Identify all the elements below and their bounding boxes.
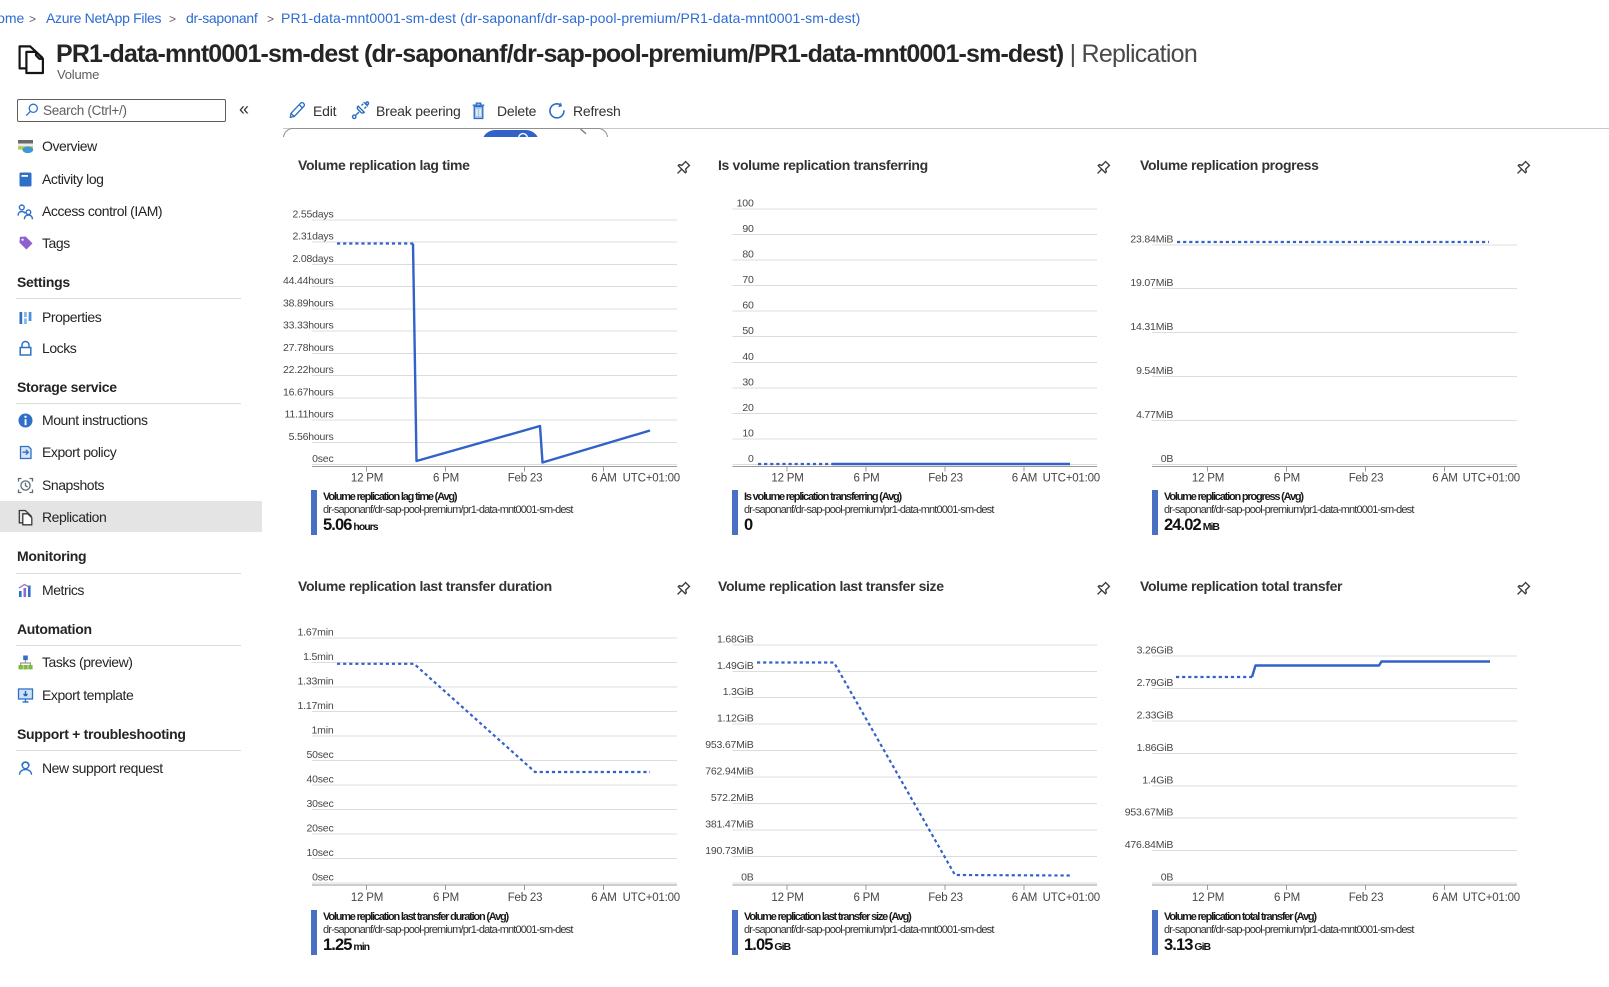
svg-text:23.84MiB: 23.84MiB (1130, 233, 1173, 245)
svg-text:9.54MiB: 9.54MiB (1136, 365, 1173, 377)
svg-text:0B: 0B (1161, 872, 1174, 884)
svg-text:0sec: 0sec (312, 453, 333, 465)
svg-text:90: 90 (742, 223, 754, 235)
svg-text:2.33GiB: 2.33GiB (1137, 709, 1174, 721)
svg-text:10: 10 (742, 427, 754, 439)
svg-text:30sec: 30sec (306, 798, 333, 810)
svg-text:UTC+01:00: UTC+01:00 (1043, 892, 1100, 904)
svg-text:Feb 23: Feb 23 (928, 473, 963, 485)
svg-text:40: 40 (742, 351, 754, 363)
svg-text:762.94MiB: 762.94MiB (705, 766, 754, 778)
svg-text:1.67min: 1.67min (298, 626, 334, 638)
svg-text:19.07MiB: 19.07MiB (1130, 277, 1173, 289)
svg-text:2.79GiB: 2.79GiB (1137, 677, 1174, 689)
svg-text:60: 60 (742, 300, 754, 312)
svg-text:27.78hours: 27.78hours (283, 342, 334, 354)
svg-text:3.26GiB: 3.26GiB (1137, 645, 1174, 657)
svg-text:0sec: 0sec (312, 872, 333, 884)
svg-text:Feb 23: Feb 23 (1349, 473, 1384, 485)
svg-text:100: 100 (737, 197, 754, 209)
svg-text:30: 30 (742, 376, 754, 388)
svg-text:381.47MiB: 381.47MiB (705, 819, 754, 831)
svg-text:12 PM: 12 PM (771, 892, 803, 904)
svg-text:1.17min: 1.17min (298, 700, 334, 712)
svg-text:44.44hours: 44.44hours (283, 275, 334, 287)
svg-text:12 PM: 12 PM (1192, 892, 1224, 904)
svg-text:16.67hours: 16.67hours (283, 386, 334, 398)
svg-text:1.49GiB: 1.49GiB (717, 660, 754, 672)
svg-text:2.55days: 2.55days (292, 208, 333, 220)
svg-text:6 AM: 6 AM (1012, 892, 1037, 904)
svg-text:1min: 1min (312, 724, 334, 736)
svg-text:6 PM: 6 PM (433, 892, 459, 904)
svg-text:476.84MiB: 476.84MiB (1125, 839, 1174, 851)
svg-text:2.08days: 2.08days (292, 253, 333, 265)
svg-text:14.31MiB: 14.31MiB (1130, 321, 1173, 333)
svg-text:80: 80 (742, 249, 754, 261)
svg-text:10sec: 10sec (306, 847, 333, 859)
svg-text:UTC+01:00: UTC+01:00 (1463, 892, 1520, 904)
svg-text:953.67MiB: 953.67MiB (1125, 807, 1174, 819)
svg-text:UTC+01:00: UTC+01:00 (623, 892, 680, 904)
svg-text:1.33min: 1.33min (298, 675, 334, 687)
svg-text:1.5min: 1.5min (303, 651, 334, 663)
svg-text:1.3GiB: 1.3GiB (723, 686, 754, 698)
svg-text:572.2MiB: 572.2MiB (711, 792, 754, 804)
svg-text:12 PM: 12 PM (351, 892, 383, 904)
svg-text:6 AM: 6 AM (1432, 892, 1457, 904)
svg-text:38.89hours: 38.89hours (283, 297, 334, 309)
svg-text:20sec: 20sec (306, 823, 333, 835)
svg-text:Feb 23: Feb 23 (1349, 892, 1384, 904)
svg-text:6 AM: 6 AM (591, 473, 616, 485)
svg-text:Feb 23: Feb 23 (508, 473, 543, 485)
svg-text:6 PM: 6 PM (853, 892, 879, 904)
svg-text:40sec: 40sec (306, 773, 333, 785)
svg-text:5.56hours: 5.56hours (289, 431, 334, 443)
svg-text:6 PM: 6 PM (433, 473, 459, 485)
svg-text:2.31days: 2.31days (292, 231, 333, 243)
svg-text:22.22hours: 22.22hours (283, 364, 334, 376)
svg-text:0B: 0B (1161, 453, 1174, 465)
svg-text:UTC+01:00: UTC+01:00 (1463, 473, 1520, 485)
svg-text:50sec: 50sec (306, 749, 333, 761)
svg-text:70: 70 (742, 274, 754, 286)
svg-text:4.77MiB: 4.77MiB (1136, 409, 1173, 421)
svg-text:6 PM: 6 PM (853, 473, 879, 485)
svg-text:6 AM: 6 AM (1012, 473, 1037, 485)
svg-text:1.4GiB: 1.4GiB (1142, 774, 1173, 786)
svg-text:12 PM: 12 PM (771, 473, 803, 485)
svg-text:UTC+01:00: UTC+01:00 (623, 473, 680, 485)
svg-text:Feb 23: Feb 23 (508, 892, 543, 904)
svg-text:6 PM: 6 PM (1274, 892, 1300, 904)
svg-text:11.11hours: 11.11hours (285, 409, 334, 421)
svg-text:6 AM: 6 AM (1432, 473, 1457, 485)
svg-text:6 PM: 6 PM (1274, 473, 1300, 485)
svg-text:UTC+01:00: UTC+01:00 (1043, 473, 1100, 485)
svg-text:Feb 23: Feb 23 (928, 892, 963, 904)
svg-text:6 AM: 6 AM (591, 892, 616, 904)
svg-text:12 PM: 12 PM (351, 473, 383, 485)
svg-text:0B: 0B (741, 872, 754, 884)
svg-text:953.67MiB: 953.67MiB (705, 739, 754, 751)
svg-text:33.33hours: 33.33hours (283, 320, 334, 332)
svg-text:20: 20 (742, 402, 754, 414)
svg-text:50: 50 (742, 325, 754, 337)
svg-text:1.68GiB: 1.68GiB (717, 633, 754, 645)
svg-text:0: 0 (748, 453, 754, 465)
svg-text:1.86GiB: 1.86GiB (1137, 742, 1174, 754)
svg-text:190.73MiB: 190.73MiB (705, 845, 754, 857)
svg-text:1.12GiB: 1.12GiB (717, 713, 754, 725)
svg-text:12 PM: 12 PM (1192, 473, 1224, 485)
